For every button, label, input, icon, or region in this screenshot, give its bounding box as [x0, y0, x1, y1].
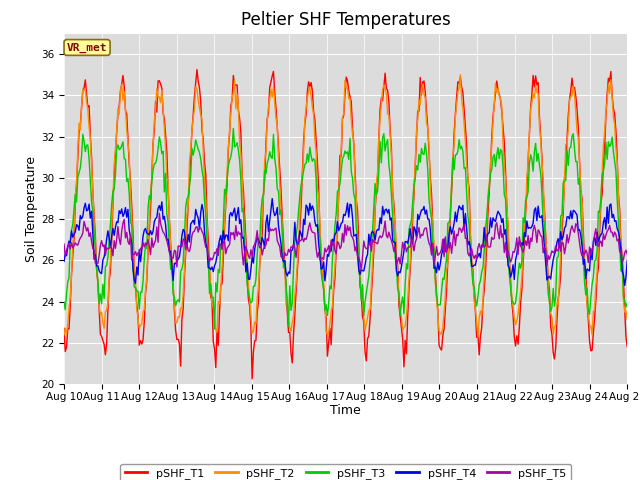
pSHF_T3 [380, 131, 388, 137]
pSHF_T4 [123, 215, 131, 220]
pSHF_T5 [60, 241, 68, 247]
pSHF_T1 [623, 344, 631, 349]
pSHF_T4 [268, 196, 276, 202]
Line: pSHF_T2: pSHF_T2 [64, 75, 627, 337]
pSHF_T2 [469, 274, 477, 279]
pSHF_T2 [474, 334, 482, 340]
pSHF_T4 [616, 237, 623, 242]
pSHF_T4 [60, 259, 68, 264]
pSHF_T5 [380, 227, 388, 233]
pSHF_T3 [623, 300, 631, 306]
Y-axis label: Soil Temperature: Soil Temperature [25, 156, 38, 262]
pSHF_T4 [379, 204, 387, 209]
pSHF_T2 [154, 94, 162, 100]
pSHF_T3 [617, 268, 625, 274]
pSHF_T5 [602, 232, 610, 238]
pSHF_T1 [470, 291, 478, 297]
pSHF_T2 [123, 127, 131, 132]
pSHF_T5 [154, 240, 162, 245]
pSHF_T2 [623, 317, 631, 323]
pSHF_T1 [248, 376, 256, 382]
pSHF_T2 [617, 250, 625, 255]
pSHF_T4 [601, 215, 609, 220]
pSHF_T3 [230, 126, 237, 132]
pSHF_T2 [60, 332, 68, 338]
Line: pSHF_T5: pSHF_T5 [64, 213, 627, 270]
pSHF_T4 [469, 264, 477, 269]
Line: pSHF_T3: pSHF_T3 [64, 129, 627, 329]
pSHF_T3 [470, 284, 478, 290]
pSHF_T1 [617, 240, 625, 246]
pSHF_T4 [154, 205, 162, 211]
Text: VR_met: VR_met [67, 42, 108, 53]
pSHF_T5 [156, 210, 163, 216]
Legend: pSHF_T1, pSHF_T2, pSHF_T3, pSHF_T4, pSHF_T5: pSHF_T1, pSHF_T2, pSHF_T3, pSHF_T4, pSHF… [120, 464, 571, 480]
pSHF_T3 [602, 139, 610, 145]
pSHF_T4 [621, 282, 628, 288]
pSHF_T5 [470, 255, 478, 261]
pSHF_T1 [193, 67, 201, 72]
pSHF_T5 [357, 267, 365, 273]
pSHF_T3 [60, 299, 68, 305]
pSHF_T3 [154, 146, 162, 152]
pSHF_T2 [378, 101, 385, 107]
pSHF_T1 [602, 113, 610, 119]
pSHF_T5 [623, 251, 631, 257]
pSHF_T3 [211, 326, 218, 332]
pSHF_T4 [623, 258, 631, 264]
pSHF_T2 [602, 108, 610, 114]
pSHF_T1 [123, 111, 131, 117]
X-axis label: Time: Time [330, 405, 361, 418]
pSHF_T1 [154, 78, 162, 84]
Title: Peltier SHF Temperatures: Peltier SHF Temperatures [241, 11, 451, 29]
pSHF_T1 [60, 325, 68, 331]
pSHF_T3 [123, 179, 131, 184]
pSHF_T5 [123, 229, 131, 235]
pSHF_T1 [380, 84, 388, 89]
pSHF_T5 [617, 249, 625, 254]
Line: pSHF_T1: pSHF_T1 [64, 70, 627, 379]
Line: pSHF_T4: pSHF_T4 [64, 199, 627, 285]
pSHF_T2 [456, 72, 464, 78]
